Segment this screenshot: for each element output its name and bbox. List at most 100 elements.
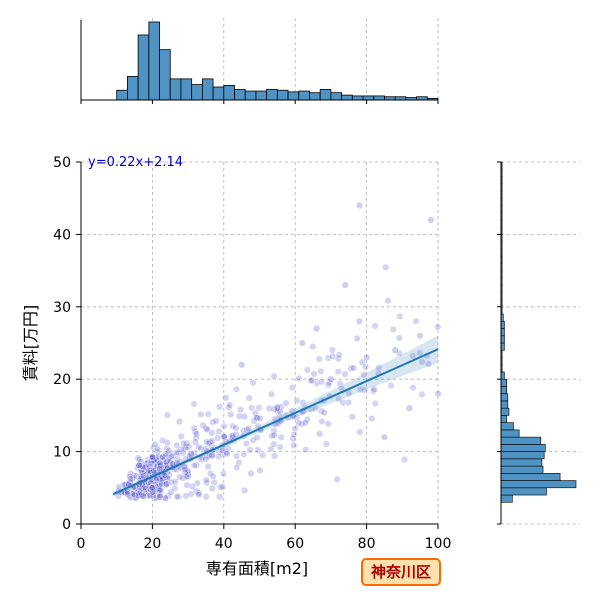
scatter-point: [271, 452, 279, 460]
scatter-point: [324, 381, 332, 389]
scatter-point: [268, 432, 276, 440]
x-tick-label: 40: [215, 536, 233, 552]
scatter-point: [165, 492, 173, 500]
scatter-point: [208, 485, 216, 493]
scatter-point: [199, 421, 207, 429]
scatter-point: [288, 384, 296, 392]
right-hist-bar: [500, 407, 510, 416]
scatter-point: [223, 450, 231, 458]
top-hist-bar: [373, 95, 385, 101]
scatter-point: [335, 351, 343, 359]
scatter-point: [192, 434, 200, 442]
scatter-point: [322, 440, 330, 448]
scatter-point: [190, 449, 198, 457]
scatter-point: [145, 468, 153, 476]
scatter-point: [220, 432, 228, 440]
scatter-point: [130, 471, 138, 479]
scatter-point: [216, 403, 224, 411]
ward-badge: 神奈川区: [361, 558, 441, 586]
scatter-point: [179, 449, 187, 457]
scatter-point: [299, 399, 307, 407]
x-tick-label: 20: [143, 536, 161, 552]
y-tick-label: 20: [53, 372, 71, 388]
scatter-point: [434, 390, 442, 398]
top-hist-bar: [116, 89, 128, 101]
scatter-point: [220, 422, 228, 430]
scatter-point: [202, 476, 210, 484]
right-hist-bar: [500, 328, 505, 337]
scatter-point: [222, 394, 230, 402]
scatter-point: [135, 461, 143, 469]
scatter-point: [277, 403, 285, 411]
scatter-point: [384, 297, 392, 305]
scatter-point: [309, 343, 317, 351]
scatter-point: [348, 413, 356, 421]
scatter-point: [395, 334, 403, 342]
scatter-point: [360, 371, 368, 379]
top-hist-bar: [191, 84, 203, 101]
scatter-point: [317, 367, 325, 375]
top-hist-bar: [255, 90, 268, 101]
scatter-point: [248, 404, 256, 412]
scatter-point: [195, 491, 203, 499]
scatter-point: [360, 386, 368, 394]
scatter-point: [227, 411, 235, 419]
x-tick-label: 80: [358, 536, 376, 552]
scatter-point: [226, 401, 234, 409]
scatter-point: [293, 414, 301, 422]
x-tick-label: 60: [286, 536, 304, 552]
scatter-point: [362, 363, 370, 371]
scatter-point: [183, 481, 191, 489]
scatter-point: [235, 412, 243, 420]
top-hist-bar: [234, 89, 246, 101]
scatter-point: [310, 370, 318, 378]
scatter-point: [240, 413, 248, 421]
scatter-point: [277, 433, 285, 441]
scatter-point: [156, 465, 164, 473]
scatter-point: [159, 453, 167, 461]
top-hist-bar: [287, 91, 300, 101]
scatter-point: [148, 484, 156, 492]
scatter-point: [210, 479, 218, 487]
right-hist-bar: [500, 444, 546, 452]
right-hist-bar: [500, 436, 542, 445]
scatter-point: [171, 484, 179, 492]
top-hist-bar: [244, 90, 257, 101]
scatter-point: [193, 479, 201, 487]
scatter-point: [126, 478, 134, 486]
regression-line: [112, 348, 439, 496]
scatter-point: [216, 483, 224, 491]
scatter-point: [192, 430, 200, 438]
top-hist-bar: [362, 95, 375, 101]
scatter-point: [179, 474, 187, 482]
right-hist-bar: [500, 451, 545, 460]
right-hist-bar: [500, 371, 505, 380]
scatter-point: [240, 450, 248, 458]
scatter-point: [333, 475, 341, 483]
scatter-point: [303, 366, 311, 374]
scatter-point: [123, 490, 131, 498]
scatter-point: [308, 376, 316, 384]
scatter-point: [169, 451, 177, 459]
top-hist-bar: [351, 95, 364, 101]
scatter-point: [270, 427, 278, 435]
scatter-point: [214, 453, 222, 461]
scatter-point: [173, 455, 181, 463]
scatter-point: [233, 464, 241, 472]
scatter-point: [395, 349, 403, 357]
scatter-point: [256, 414, 264, 422]
scatter-point: [162, 450, 170, 458]
scatter-point: [206, 470, 214, 478]
scatter-point: [389, 326, 397, 334]
scatter-point: [363, 353, 371, 361]
top-hist-bar: [319, 89, 332, 101]
scatter-point: [334, 355, 342, 363]
scatter-point: [334, 368, 342, 376]
scatter-point: [328, 346, 336, 354]
scatter-point: [250, 417, 258, 425]
scatter-point: [268, 390, 276, 398]
top-hist-bar: [127, 76, 139, 101]
scatter-point: [173, 441, 181, 449]
